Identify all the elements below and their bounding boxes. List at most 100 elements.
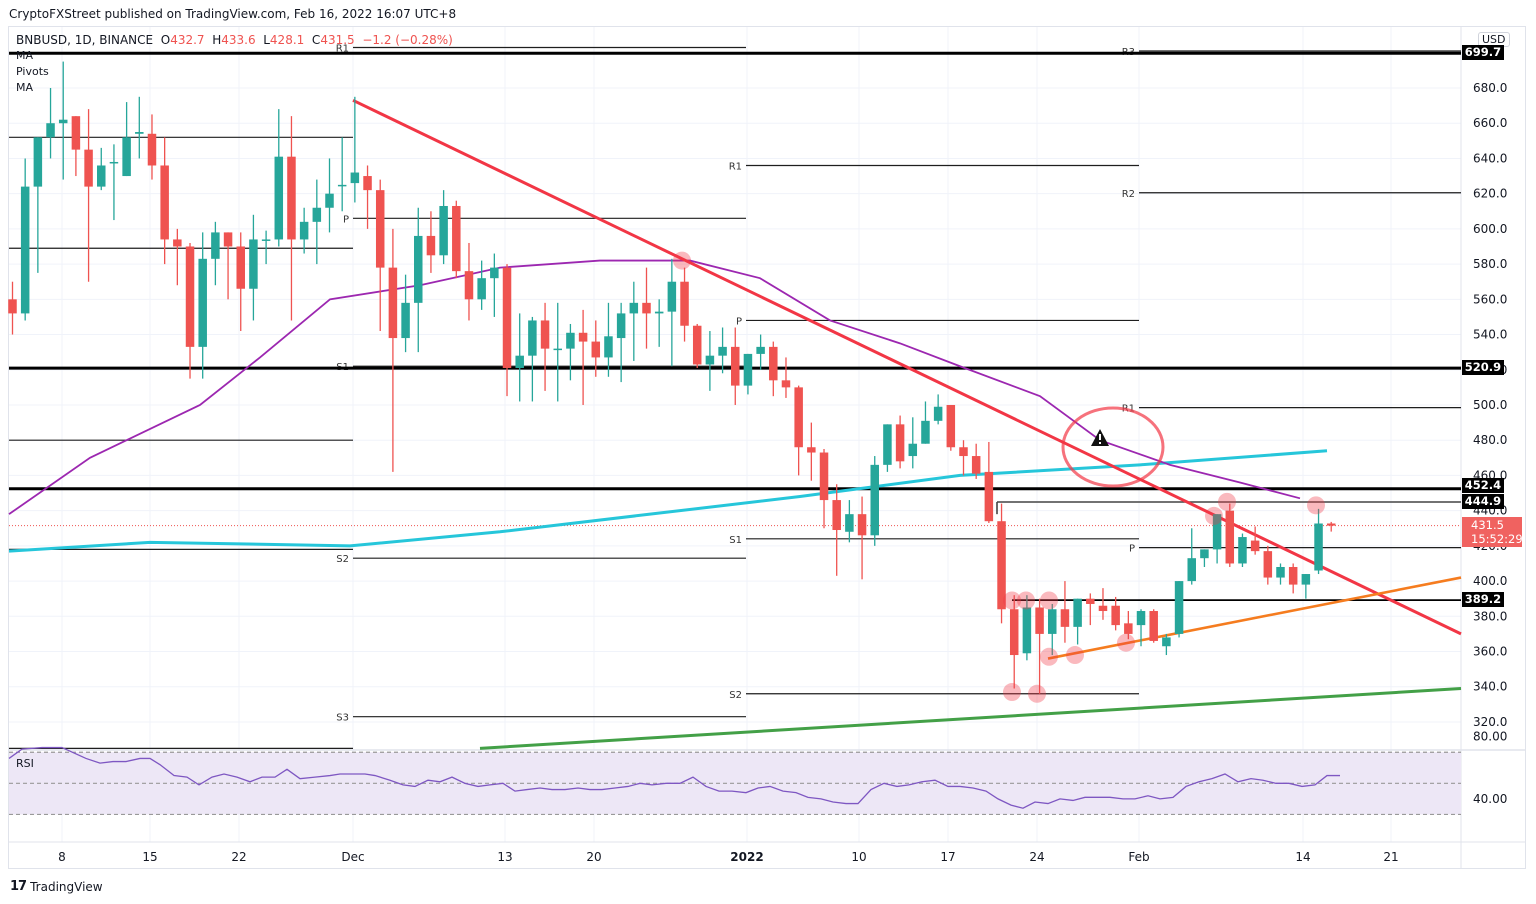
candle-body[interactable] xyxy=(566,332,575,349)
candle-body[interactable] xyxy=(705,355,715,365)
tradingview-logo[interactable]: 17 TradingView xyxy=(10,879,103,894)
candle-body[interactable] xyxy=(97,165,106,187)
candle-body[interactable] xyxy=(832,500,841,531)
candle-body[interactable] xyxy=(946,404,956,448)
candle-body[interactable] xyxy=(857,514,867,536)
candle-body[interactable] xyxy=(1200,549,1209,559)
candle-body[interactable] xyxy=(109,161,119,164)
candle-body[interactable] xyxy=(287,156,296,240)
indicator-ma-1[interactable]: MA xyxy=(16,49,34,62)
candle-body[interactable] xyxy=(1314,523,1323,571)
candle-body[interactable] xyxy=(46,123,55,138)
candle-body[interactable] xyxy=(236,246,245,289)
candle-body[interactable] xyxy=(33,137,43,187)
candle-body[interactable] xyxy=(1212,514,1222,550)
candle-body[interactable] xyxy=(933,406,943,421)
indicator-ma-2[interactable]: MA xyxy=(16,81,34,94)
candle-body[interactable] xyxy=(1174,581,1184,634)
candle-body[interactable] xyxy=(147,133,157,166)
candle-body[interactable] xyxy=(1048,609,1057,634)
candle-body[interactable] xyxy=(439,205,448,256)
candle-body[interactable] xyxy=(1187,558,1196,582)
candle-body[interactable] xyxy=(997,521,1006,610)
candle-body[interactable] xyxy=(807,447,816,453)
candle-body[interactable] xyxy=(1149,611,1158,641)
candle-body[interactable] xyxy=(502,267,512,368)
currency-button[interactable]: USD xyxy=(1478,32,1510,47)
candle-body[interactable] xyxy=(1009,609,1019,656)
candle-body[interactable] xyxy=(616,313,626,339)
candle-body[interactable] xyxy=(1225,510,1235,564)
candle-body[interactable] xyxy=(1276,566,1285,578)
candle-body[interactable] xyxy=(274,156,284,240)
candle-body[interactable] xyxy=(223,232,233,247)
candle-body[interactable] xyxy=(299,221,309,240)
candle-body[interactable] xyxy=(540,320,550,349)
candle-body[interactable] xyxy=(654,311,664,314)
indicator-rsi[interactable]: RSI xyxy=(16,757,34,770)
candle-body[interactable] xyxy=(1250,540,1260,552)
candle-body[interactable] xyxy=(312,207,322,222)
candle-body[interactable] xyxy=(1326,523,1336,526)
candle-body[interactable] xyxy=(1263,551,1273,578)
candle-body[interactable] xyxy=(819,452,829,501)
candle-body[interactable] xyxy=(8,299,17,314)
candle-body[interactable] xyxy=(1086,598,1095,604)
candle-body[interactable] xyxy=(363,176,372,191)
candle-body[interactable] xyxy=(667,281,677,312)
candle-body[interactable] xyxy=(781,380,791,388)
candle-body[interactable] xyxy=(414,235,423,303)
candle-body[interactable] xyxy=(591,341,601,358)
candle-body[interactable] xyxy=(971,456,981,474)
candle-body[interactable] xyxy=(921,420,930,444)
candle-body[interactable] xyxy=(1124,623,1133,634)
candle-body[interactable] xyxy=(604,336,613,358)
candle-body[interactable] xyxy=(1098,605,1108,612)
candle-body[interactable] xyxy=(1035,607,1044,634)
candle-body[interactable] xyxy=(578,332,588,342)
candle-body[interactable] xyxy=(692,325,702,365)
candle-body[interactable] xyxy=(515,355,524,368)
candle-body[interactable] xyxy=(984,471,994,522)
candle-body[interactable] xyxy=(769,346,778,381)
candle-body[interactable] xyxy=(731,346,740,386)
candle-body[interactable] xyxy=(870,464,879,536)
candle-body[interactable] xyxy=(261,239,271,241)
candle-body[interactable] xyxy=(1238,537,1247,564)
candle-body[interactable] xyxy=(452,205,461,272)
candle-body[interactable] xyxy=(426,235,436,256)
candle-body[interactable] xyxy=(1111,605,1120,626)
candle-body[interactable] xyxy=(680,281,689,326)
candle-body[interactable] xyxy=(388,267,398,339)
candle-body[interactable] xyxy=(325,193,334,208)
candle-body[interactable] xyxy=(642,302,651,314)
candle-body[interactable] xyxy=(490,267,499,279)
candle-body[interactable] xyxy=(71,116,81,150)
candle-body[interactable] xyxy=(58,119,68,124)
candle-body[interactable] xyxy=(1136,611,1146,626)
candle-body[interactable] xyxy=(122,137,131,177)
candle-body[interactable] xyxy=(135,132,144,134)
candle-body[interactable] xyxy=(883,424,892,465)
candle-body[interactable] xyxy=(350,172,360,184)
candle-body[interactable] xyxy=(908,443,918,457)
candle-body[interactable] xyxy=(1288,566,1298,585)
candle-body[interactable] xyxy=(185,246,195,347)
indicator-pivots[interactable]: Pivots xyxy=(16,65,49,78)
candle-body[interactable] xyxy=(1073,598,1082,627)
candle-body[interactable] xyxy=(84,149,93,187)
candle-body[interactable] xyxy=(211,232,220,259)
candle-body[interactable] xyxy=(553,348,562,351)
candle-body[interactable] xyxy=(477,278,486,300)
candle-body[interactable] xyxy=(845,514,854,532)
candle-body[interactable] xyxy=(895,424,905,462)
candle-body[interactable] xyxy=(1022,607,1032,654)
candle-body[interactable] xyxy=(160,165,169,240)
candle-body[interactable] xyxy=(173,239,182,247)
candle-body[interactable] xyxy=(629,302,639,314)
candle-body[interactable] xyxy=(464,271,474,300)
candle-body[interactable] xyxy=(1162,637,1171,647)
candle-body[interactable] xyxy=(718,346,727,356)
candle-body[interactable] xyxy=(401,302,410,339)
